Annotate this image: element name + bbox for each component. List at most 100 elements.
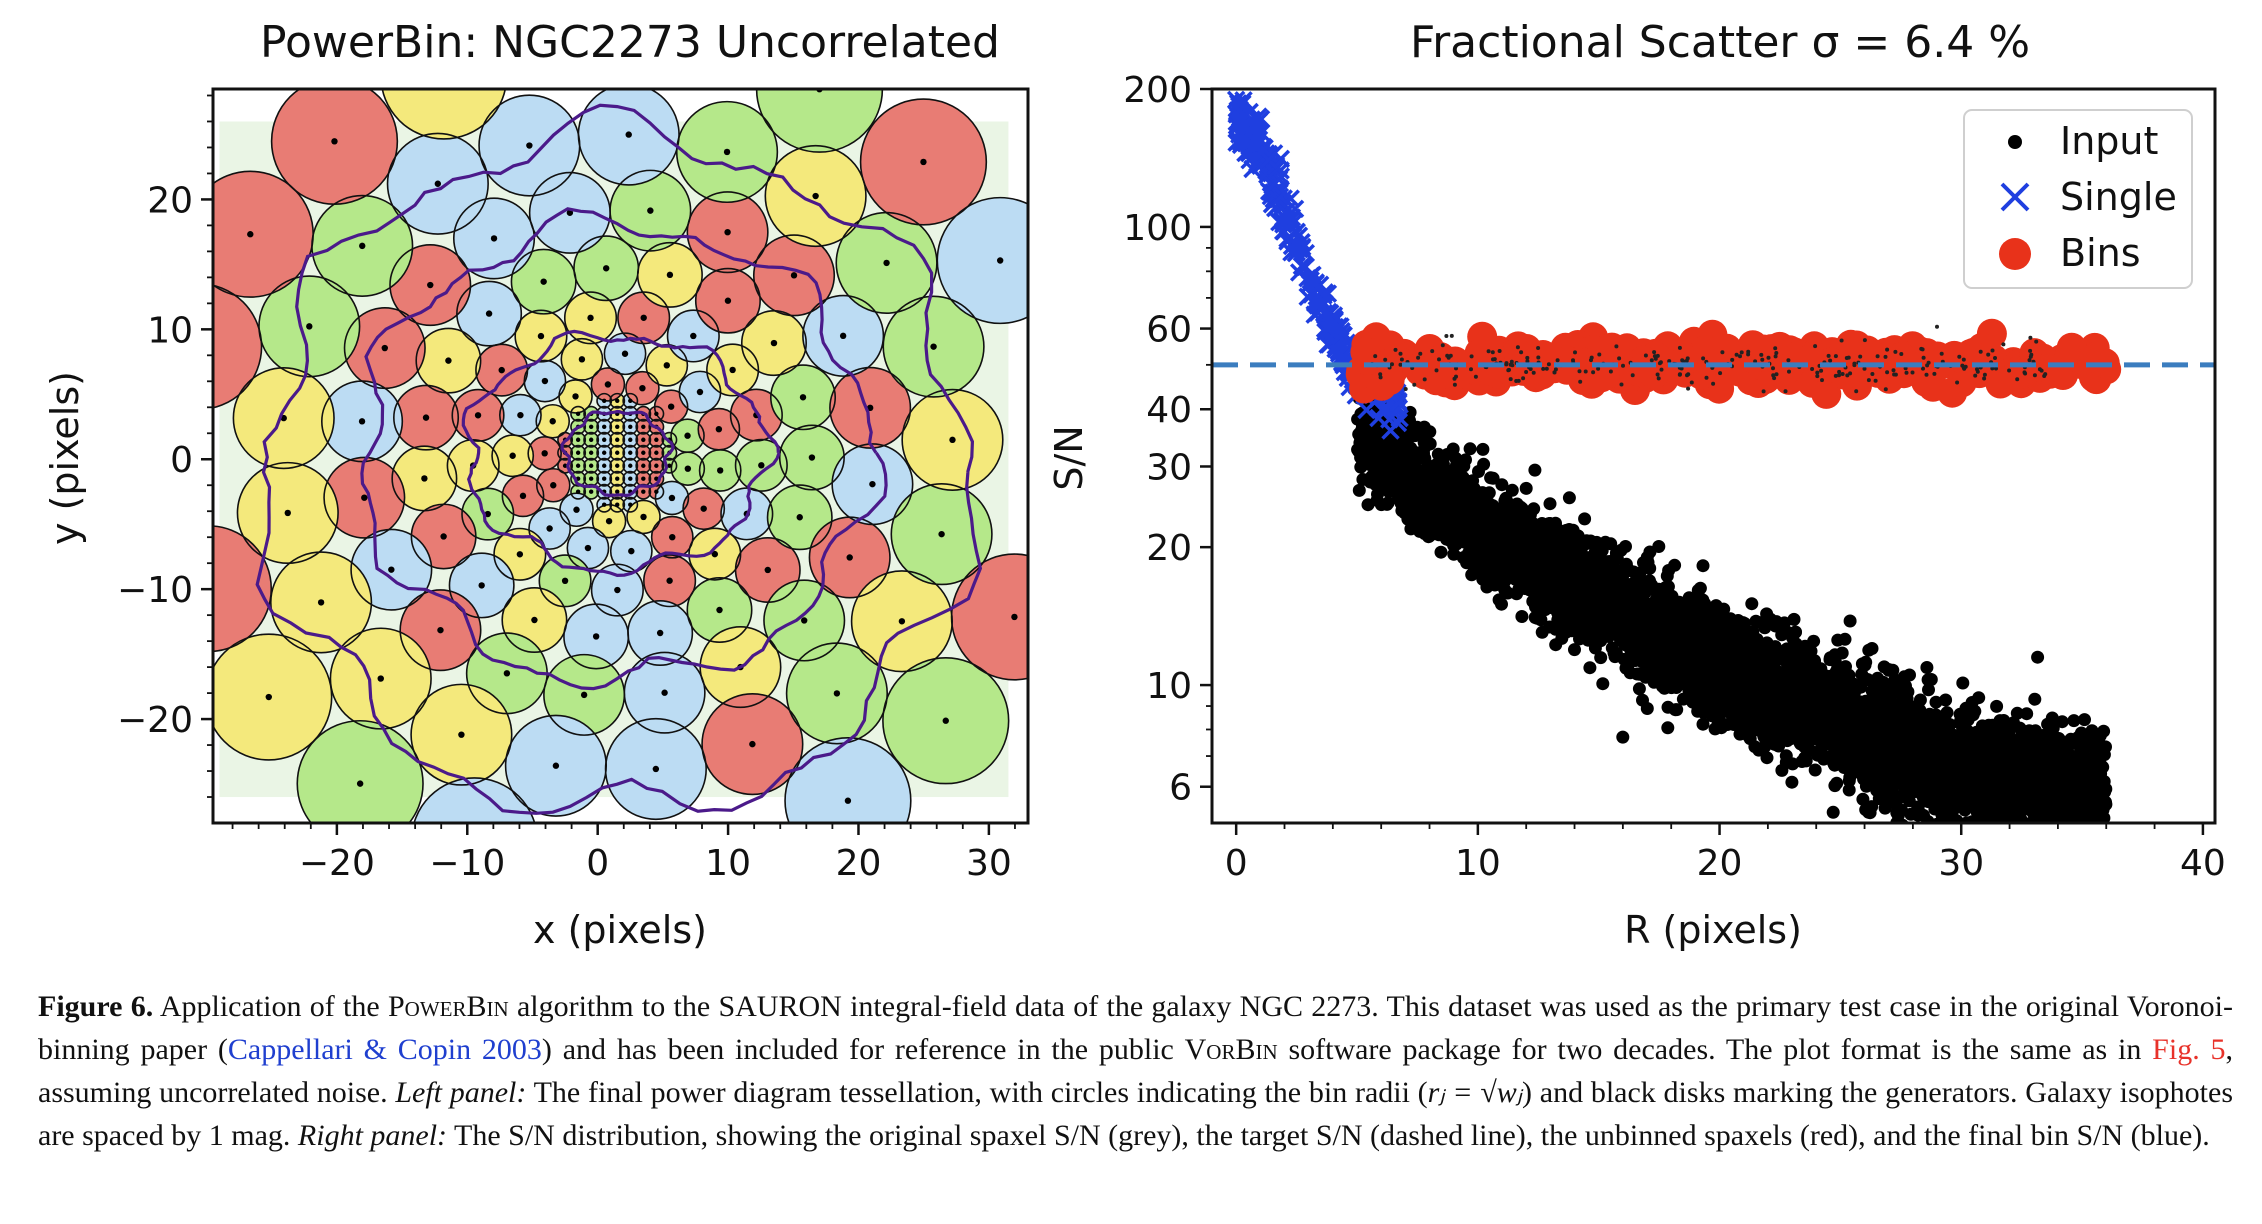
- generator-dot: [844, 797, 852, 804]
- generator-dot: [602, 398, 607, 403]
- generator-dot: [588, 489, 594, 494]
- y-tick-label: 20: [147, 180, 193, 221]
- input-point: [2060, 824, 2073, 837]
- input-point: [1594, 651, 1608, 665]
- generator-dot: [537, 332, 545, 340]
- input-point: [1857, 671, 1871, 685]
- input-point: [1826, 805, 1840, 819]
- generator-dot: [490, 235, 498, 242]
- input-point: [2055, 715, 2069, 729]
- generator-dot: [833, 690, 841, 697]
- generator-dot: [715, 425, 723, 433]
- generator-dot: [1011, 613, 1018, 621]
- input-point: [1993, 835, 2006, 848]
- input-point: [1352, 483, 1366, 497]
- bin-radius-circle: [778, 424, 845, 491]
- left-panel: PowerBin: NGC2273 Uncorrelated −20 −10 0 10…: [43, 17, 1030, 952]
- bin-radius-circle: [236, 461, 339, 565]
- bin-radius-circle: [570, 444, 587, 461]
- bin-radius-circle: [648, 457, 665, 474]
- generator-dot: [654, 411, 659, 416]
- generator-dot: [628, 398, 633, 403]
- generator-dot: [641, 476, 646, 481]
- input-point: [1990, 838, 2003, 851]
- generator-dot: [584, 544, 592, 552]
- generator-dot: [641, 437, 646, 442]
- generator-dot: [478, 582, 485, 589]
- generator-dot: [572, 393, 579, 400]
- bin-radius-circle: [498, 393, 542, 437]
- generator-dot: [575, 437, 581, 442]
- input-point: [1999, 832, 2012, 845]
- generator-dot: [552, 762, 560, 769]
- input-point: [2000, 828, 2013, 841]
- generator-dot: [575, 450, 581, 455]
- generator-dot: [808, 454, 816, 461]
- bin-radius-circle: [682, 487, 726, 531]
- input-point: [1463, 442, 1477, 456]
- input-point: [1985, 828, 1998, 841]
- generator-dot: [938, 530, 945, 538]
- bin-radius-circle: [527, 436, 562, 471]
- input-point: [1361, 498, 1375, 512]
- input-point: [2032, 838, 2045, 851]
- input-point: [1562, 491, 1576, 505]
- tessellation-map: [213, 89, 1028, 823]
- input-point: [2086, 829, 2099, 842]
- generator-dot: [621, 350, 629, 357]
- generator-dot: [578, 356, 586, 363]
- input-point: [1568, 643, 1581, 657]
- bin-radius-circle: [475, 343, 529, 397]
- left-axes-frame: [211, 87, 1030, 825]
- generator-dot: [358, 418, 366, 425]
- input-point: [2084, 838, 2097, 851]
- generator-dot: [247, 231, 254, 238]
- bin-radius-circle: [686, 576, 753, 644]
- input-point: [1835, 669, 1849, 683]
- bin-radius-circle: [535, 403, 571, 439]
- generator-dot: [388, 566, 395, 573]
- generator-dot: [641, 450, 646, 455]
- input-point: [1662, 564, 1676, 577]
- bin-radius-circle: [654, 480, 690, 516]
- bin-radius-circle: [882, 657, 1010, 785]
- input-point: [2022, 832, 2035, 845]
- input-point: [2075, 838, 2088, 851]
- generator-dot: [519, 492, 527, 500]
- bin-radius-circle: [609, 431, 626, 448]
- generator-dot: [575, 489, 581, 494]
- input-point: [1358, 434, 1371, 447]
- input-point: [1643, 561, 1657, 575]
- input-point: [2059, 838, 2072, 851]
- generator-dot: [602, 437, 607, 442]
- bin-radius-circle: [609, 457, 626, 474]
- input-point: [1922, 683, 1935, 697]
- bin-radius-circle: [766, 484, 833, 551]
- generator-dot: [615, 502, 620, 507]
- bin-radius-circle: [514, 309, 568, 363]
- bin-radius-circle: [734, 438, 788, 492]
- generator-dot: [647, 207, 654, 214]
- bin-radius-circle: [501, 586, 568, 654]
- input-point: [2092, 834, 2105, 847]
- input-point: [1845, 755, 1859, 769]
- bin-radius-circle: [829, 366, 912, 449]
- input-point: [2087, 838, 2100, 851]
- bin-fill: [785, 737, 911, 823]
- input-point: [2034, 838, 2047, 851]
- y-tick-label: −20: [117, 700, 193, 741]
- input-point: [2095, 838, 2108, 851]
- generator-dot: [575, 463, 581, 468]
- generator-dot: [996, 257, 1004, 264]
- bin-radius-circle: [510, 248, 577, 315]
- generator-dot: [949, 436, 956, 444]
- bin-radius-circle: [622, 392, 639, 409]
- input-point: [2072, 838, 2085, 851]
- generator-dot: [839, 332, 847, 340]
- bin-fill: [271, 89, 398, 205]
- generator-dot: [667, 463, 672, 468]
- input-point: [2034, 828, 2047, 841]
- figure: PowerBin: NGC2273 Uncorrelated −20 −10 0 10…: [43, 17, 2226, 952]
- bin-radius-circle: [697, 407, 741, 451]
- bin-radius-circle: [213, 525, 273, 653]
